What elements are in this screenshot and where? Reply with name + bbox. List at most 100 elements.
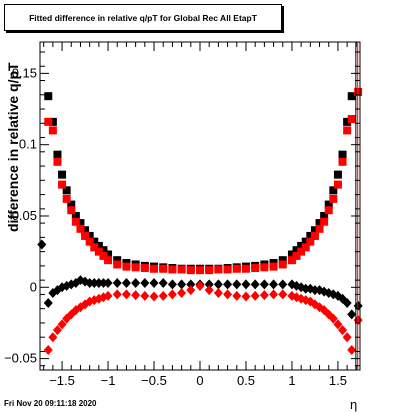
square-marker (94, 247, 103, 256)
square-marker (297, 247, 306, 256)
square-marker (310, 231, 319, 240)
square-marker (113, 256, 122, 265)
diamond-marker (186, 285, 196, 296)
diamond-marker (37, 239, 47, 250)
x-tick-label: −1.5 (49, 373, 75, 388)
square-marker (76, 224, 85, 233)
square-marker (301, 237, 310, 246)
diamond-marker (269, 289, 279, 300)
square-marker (62, 194, 71, 203)
square-marker (214, 265, 223, 274)
square-marker (306, 237, 315, 246)
diamond-marker (328, 313, 338, 324)
square-marker (159, 264, 168, 273)
diamond-marker (213, 287, 223, 298)
diamond-marker (259, 279, 269, 290)
square-marker (287, 250, 296, 259)
diamond-marker (269, 279, 279, 290)
diamond-marker (223, 289, 233, 300)
diamond-marker (241, 291, 251, 302)
diamond-marker (223, 279, 233, 290)
square-marker (90, 243, 99, 252)
diamond-marker (278, 279, 288, 290)
square-marker (338, 150, 347, 159)
square-marker (324, 206, 333, 215)
diamond-marker (131, 278, 141, 289)
square-marker (333, 180, 342, 189)
diamond-marker (131, 290, 141, 301)
y-tick-label: −0.05 (4, 351, 37, 366)
y-tick-label: 0.15 (12, 65, 37, 80)
diamond-marker (121, 289, 131, 300)
diamond-marker (342, 332, 352, 343)
diamond-marker (112, 278, 122, 289)
square-marker (315, 219, 324, 228)
square-marker (343, 126, 352, 135)
x-tick-label: 0 (196, 373, 203, 388)
diamond-marker (177, 279, 187, 290)
diamond-marker (149, 278, 159, 289)
square-marker (343, 117, 352, 126)
chart-title-box: Fitted difference in relative q/pT for G… (4, 4, 282, 31)
diamond-marker (250, 279, 260, 290)
square-marker (278, 260, 287, 269)
square-marker (76, 219, 85, 228)
diamond-marker (57, 319, 67, 330)
square-marker (292, 246, 301, 255)
square-marker (113, 260, 122, 269)
square-marker (310, 226, 319, 235)
diamond-marker (177, 287, 187, 298)
diamond-marker (241, 279, 251, 290)
diamond-marker (149, 291, 159, 302)
square-marker (90, 237, 99, 246)
square-marker (104, 250, 113, 259)
diamond-marker (103, 278, 113, 289)
square-marker (131, 263, 140, 272)
square-marker (306, 231, 315, 240)
square-marker (223, 265, 232, 274)
square-marker (58, 180, 67, 189)
square-marker (99, 246, 108, 255)
chart-marks (37, 87, 363, 356)
x-tick-label: −1 (101, 373, 116, 388)
square-marker (260, 263, 269, 272)
square-marker (81, 231, 90, 240)
square-marker (329, 186, 338, 195)
x-tick-label: 1 (288, 373, 295, 388)
square-marker (44, 92, 53, 101)
diamond-marker (278, 289, 288, 300)
diamond-marker (195, 280, 205, 291)
x-axis-label: η (350, 397, 358, 412)
square-marker (196, 266, 204, 275)
square-marker (301, 243, 310, 252)
square-marker (104, 256, 113, 265)
square-marker (232, 264, 241, 273)
square-marker (140, 264, 149, 273)
diamond-marker (310, 285, 320, 296)
diamond-marker (158, 278, 168, 289)
diamond-marker (121, 278, 131, 289)
diamond-marker (259, 290, 269, 301)
square-marker (347, 115, 356, 124)
square-marker (278, 256, 287, 265)
square-marker (329, 194, 338, 203)
square-marker (287, 256, 296, 265)
diamond-marker (213, 279, 223, 290)
chart-title: Fitted difference in relative q/pT for G… (29, 12, 257, 23)
diamond-marker (250, 290, 260, 301)
square-marker (99, 251, 108, 260)
square-marker (347, 92, 356, 101)
x-tick-label: 0.5 (237, 373, 255, 388)
square-marker (44, 117, 53, 126)
square-marker (338, 157, 347, 166)
diamond-marker (48, 332, 58, 343)
diamond-marker (204, 279, 214, 290)
x-tick-label: −0.5 (141, 373, 167, 388)
square-marker (150, 264, 159, 273)
diamond-marker (43, 297, 53, 308)
diamond-marker (167, 289, 177, 300)
diamond-marker (342, 297, 352, 308)
square-marker (71, 217, 80, 226)
diamond-marker (89, 278, 99, 289)
